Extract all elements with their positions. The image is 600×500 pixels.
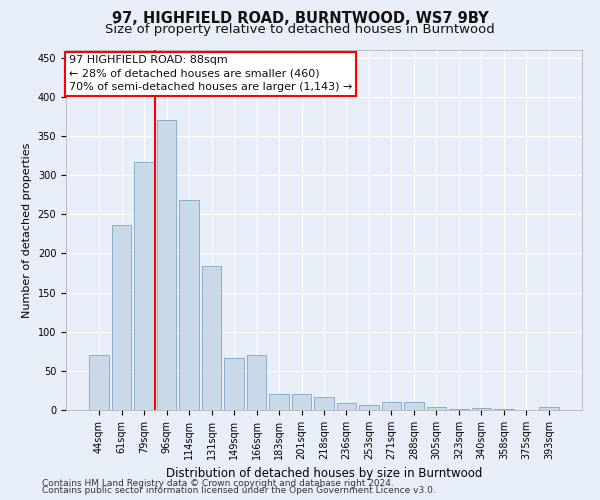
Text: Size of property relative to detached houses in Burntwood: Size of property relative to detached ho…: [105, 24, 495, 36]
Bar: [539, 407, 559, 410]
Bar: [179, 200, 199, 410]
Text: 97 HIGHFIELD ROAD: 88sqm
← 28% of detached houses are smaller (460)
70% of semi-: 97 HIGHFIELD ROAD: 88sqm ← 28% of detach…: [68, 56, 352, 92]
Bar: [472, 408, 491, 410]
Bar: [337, 403, 356, 410]
Bar: [292, 394, 311, 410]
Text: Contains public sector information licensed under the Open Government Licence v3: Contains public sector information licen…: [42, 486, 436, 495]
Bar: [449, 409, 469, 410]
Bar: [224, 358, 244, 410]
Bar: [112, 224, 131, 410]
Bar: [269, 394, 289, 410]
Text: 97, HIGHFIELD ROAD, BURNTWOOD, WS7 9BY: 97, HIGHFIELD ROAD, BURNTWOOD, WS7 9BY: [112, 11, 488, 26]
Bar: [494, 409, 514, 410]
Bar: [359, 404, 379, 410]
Y-axis label: Number of detached properties: Number of detached properties: [22, 142, 32, 318]
Text: Contains HM Land Registry data © Crown copyright and database right 2024.: Contains HM Land Registry data © Crown c…: [42, 478, 394, 488]
Bar: [89, 355, 109, 410]
Bar: [382, 402, 401, 410]
Bar: [427, 407, 446, 410]
Bar: [314, 396, 334, 410]
Bar: [247, 355, 266, 410]
Bar: [202, 266, 221, 410]
Bar: [404, 402, 424, 410]
Bar: [134, 162, 154, 410]
Bar: [157, 120, 176, 410]
X-axis label: Distribution of detached houses by size in Burntwood: Distribution of detached houses by size …: [166, 468, 482, 480]
